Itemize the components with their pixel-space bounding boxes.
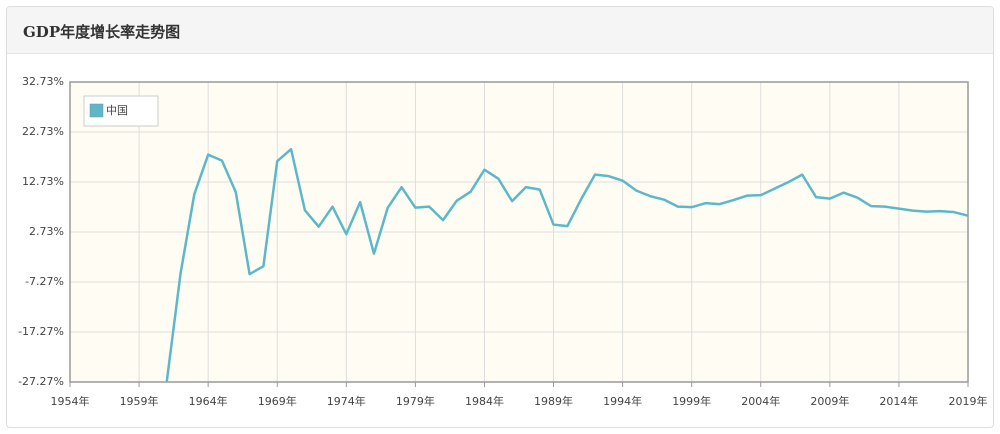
x-tick-label: 2009年 (810, 394, 849, 408)
x-tick-label: 1994年 (603, 394, 642, 408)
legend-label: 中国 (106, 104, 128, 117)
y-tick-label: 22.73% (22, 125, 64, 138)
x-tick-label: 1964年 (189, 394, 228, 408)
x-tick-label: 1974年 (327, 394, 366, 408)
x-tick-label: 1999年 (672, 394, 711, 408)
x-tick-label: 1984年 (465, 394, 504, 408)
x-tick-label: 1954年 (51, 394, 90, 408)
chart-title: GDP年度增长率走势图 (23, 23, 181, 41)
x-tick-label: 2019年 (949, 394, 988, 408)
y-tick-label: -17.27% (18, 325, 64, 338)
x-tick-label: 1989年 (534, 394, 573, 408)
y-tick-label: 12.73% (22, 175, 64, 188)
y-tick-label: 32.73% (22, 75, 64, 88)
plot-border (69, 81, 969, 383)
y-tick-label: -7.27% (25, 275, 64, 288)
legend-swatch (89, 103, 104, 118)
y-tick-label: 2.73% (29, 225, 64, 238)
x-tick-label: 1979年 (396, 394, 435, 408)
x-tick-label: 2014年 (879, 394, 918, 408)
y-tick-label: -27.27% (18, 375, 64, 388)
x-tick-label: 1959年 (120, 394, 159, 408)
x-tick-label: 2004年 (741, 394, 780, 408)
panel-header: GDP年度增长率走势图 (7, 7, 993, 54)
series-line (165, 147, 968, 382)
x-tick-label: 1969年 (258, 394, 297, 408)
